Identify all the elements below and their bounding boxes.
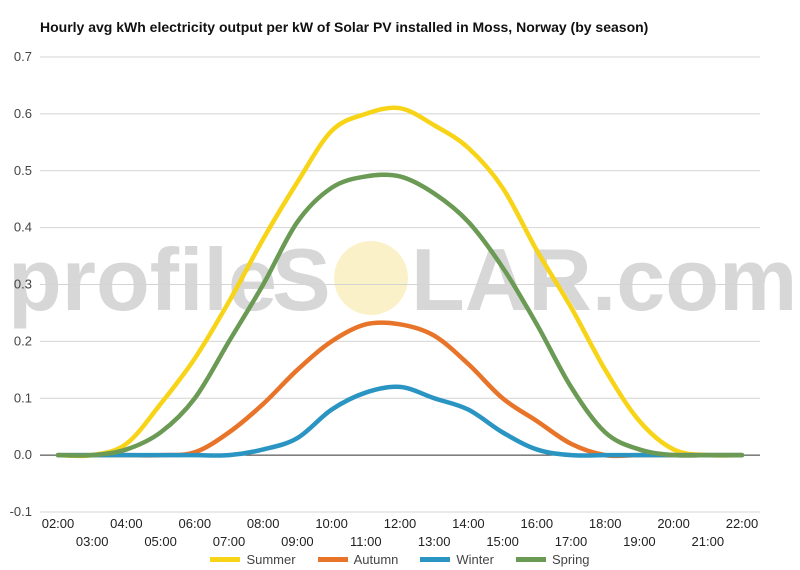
x-tick-label: 19:00	[623, 534, 656, 549]
x-tick-label: 09:00	[281, 534, 314, 549]
x-tick-label: 06:00	[179, 516, 212, 531]
watermark-text-right: LAR.com	[411, 230, 797, 329]
x-tick-label: 08:00	[247, 516, 280, 531]
x-axis: 02:0003:0004:0005:0006:0007:0008:0009:00…	[42, 516, 759, 549]
legend-swatch	[317, 556, 348, 562]
legend-item-autumn[interactable]: Autumn	[317, 549, 399, 569]
legend-item-winter[interactable]: Winter	[420, 549, 494, 569]
x-tick-label: 17:00	[555, 534, 588, 549]
legend-label: Winter	[456, 551, 494, 567]
legend-label: Spring	[551, 551, 590, 567]
x-tick-label: 20:00	[657, 516, 690, 531]
watermark-text-s: S	[272, 230, 331, 329]
watermark-text-left: profile	[8, 230, 277, 329]
x-tick-label: 21:00	[692, 534, 725, 549]
x-tick-label: 15:00	[486, 534, 519, 549]
series-line-autumn	[55, 320, 745, 459]
x-tick-label: 03:00	[76, 534, 109, 549]
x-tick-label: 05:00	[144, 534, 177, 549]
grid	[40, 56, 760, 513]
legend: Summer Autumn Winter Spring	[0, 549, 800, 569]
x-tick-label: 14:00	[452, 516, 485, 531]
x-tick-label: 02:00	[42, 516, 75, 531]
y-tick-label: 0.1	[14, 390, 32, 405]
x-tick-label: 18:00	[589, 516, 622, 531]
x-tick-label: 04:00	[110, 516, 143, 531]
watermark: profile S LAR.com	[8, 230, 797, 329]
y-tick-label: -0.1	[10, 504, 32, 519]
series-lines	[55, 105, 745, 459]
y-tick-label: 0.0	[14, 447, 32, 462]
legend-label: Autumn	[353, 551, 399, 567]
x-tick-label: 07:00	[213, 534, 246, 549]
x-tick-label: 22:00	[726, 516, 759, 531]
legend-swatch	[210, 556, 241, 562]
x-tick-label: 12:00	[384, 516, 417, 531]
series-line-winter	[55, 384, 745, 458]
chart-title: Hourly avg kWh electricity output per kW…	[40, 19, 649, 35]
y-tick-label: 0.2	[14, 333, 32, 348]
legend-label: Summer	[246, 551, 296, 567]
x-tick-label: 11:00	[350, 534, 382, 549]
legend-swatch	[420, 556, 451, 562]
legend-item-spring[interactable]: Spring	[515, 549, 590, 569]
watermark-sun-icon	[334, 241, 408, 315]
y-tick-label: 0.4	[14, 220, 32, 235]
y-tick-label: 0.5	[14, 163, 32, 178]
series-line-spring	[55, 172, 745, 458]
y-tick-label: 0.6	[14, 106, 32, 121]
legend-item-summer[interactable]: Summer	[210, 549, 296, 569]
series-line-summer	[55, 105, 745, 459]
x-tick-label: 10:00	[315, 516, 348, 531]
y-axis: 0.7 0.6 0.5 0.4 0.3 0.2 0.1 0.0 -0.1	[10, 49, 32, 519]
y-tick-label: 0.3	[14, 277, 32, 292]
legend-swatch	[515, 556, 546, 562]
x-tick-label: 13:00	[418, 534, 451, 549]
x-tick-label: 16:00	[521, 516, 554, 531]
y-tick-label: 0.7	[14, 49, 32, 64]
